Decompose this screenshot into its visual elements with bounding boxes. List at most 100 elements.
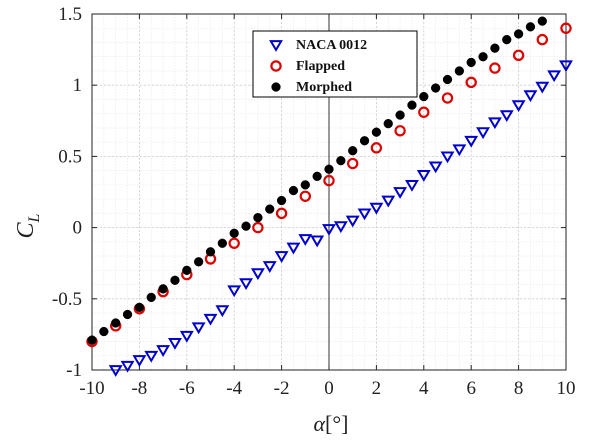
series-morphed	[87, 16, 547, 345]
y-tick-label: 0.5	[58, 146, 82, 167]
data-point-morphed	[122, 309, 133, 320]
y-axis-label-subscript: L	[26, 213, 43, 223]
data-point-morphed	[288, 185, 299, 196]
axis-ticks	[91, 13, 567, 371]
data-point-naca-0012	[108, 365, 123, 377]
data-point-flapped	[512, 49, 525, 61]
data-point-morphed	[513, 29, 524, 39]
data-point-morphed	[407, 100, 417, 110]
y-tick-labels: -1 -0.5 0 0.5 1 1.5	[52, 4, 82, 381]
data-point-morphed	[241, 221, 251, 231]
data-point-morphed	[359, 136, 370, 146]
data-point-flapped	[252, 221, 264, 234]
data-point-morphed	[419, 91, 429, 102]
x-tick-label: -2	[274, 378, 290, 399]
data-point-naca-0012	[132, 355, 147, 367]
data-point-naca-0012	[547, 70, 562, 83]
data-point-morphed	[502, 34, 512, 45]
data-point-naca-0012	[345, 215, 360, 228]
data-point-naca-0012	[215, 305, 230, 318]
x-tick-label: -8	[131, 378, 147, 399]
data-point-morphed	[111, 318, 121, 328]
data-point-morphed	[525, 22, 536, 32]
series-naca-0012	[108, 60, 573, 377]
y-axis-label-main: C	[13, 221, 39, 238]
data-point-morphed	[158, 284, 168, 294]
data-point-morphed	[205, 247, 216, 257]
data-point-flapped	[347, 157, 359, 170]
legend-marker-naca-0012	[269, 40, 283, 52]
data-point-naca-0012	[144, 350, 159, 363]
data-point-naca-0012	[357, 208, 372, 221]
data-point-morphed	[300, 180, 310, 190]
data-point-morphed	[478, 52, 488, 62]
data-point-naca-0012	[535, 81, 550, 94]
legend-markers	[269, 40, 283, 92]
x-tick-label: -4	[226, 378, 242, 399]
data-point-naca-0012	[405, 179, 419, 192]
data-point-naca-0012	[310, 235, 325, 248]
data-point-flapped	[560, 22, 572, 34]
data-point-naca-0012	[120, 360, 135, 373]
data-point-morphed	[194, 257, 204, 267]
data-point-morphed	[182, 265, 192, 275]
y-tick-label: -1	[66, 360, 82, 381]
data-point-morphed	[466, 57, 476, 68]
x-tick-label: 10	[557, 378, 576, 399]
data-point-naca-0012	[499, 110, 514, 123]
data-point-flapped	[418, 106, 430, 118]
data-point-morphed	[454, 66, 465, 76]
data-point-naca-0012	[381, 195, 396, 208]
data-point-naca-0012	[440, 151, 455, 164]
data-point-morphed	[371, 127, 382, 137]
data-point-naca-0012	[239, 278, 253, 291]
legend-marker-flapped	[270, 60, 282, 72]
legend-label-morphed: Morphed	[296, 80, 352, 95]
x-axis-label-symbol: α	[313, 411, 325, 436]
data-point-naca-0012	[559, 60, 573, 73]
data-point-naca-0012	[227, 285, 242, 298]
data-point-naca-0012	[203, 313, 218, 326]
y-tick-label: 1	[73, 75, 83, 96]
data-point-naca-0012	[511, 100, 526, 113]
x-tick-label: 2	[372, 378, 382, 399]
data-point-morphed	[276, 195, 287, 206]
data-point-morphed	[490, 43, 500, 53]
data-point-naca-0012	[416, 170, 431, 182]
data-point-morphed	[395, 110, 405, 120]
data-point-naca-0012	[523, 90, 538, 103]
x-axis-label-unit: [°]	[325, 411, 348, 436]
x-tick-label: -6	[179, 378, 195, 399]
data-point-naca-0012	[156, 345, 171, 357]
data-point-flapped	[465, 76, 477, 89]
y-tick-label: 1.5	[58, 4, 82, 25]
data-point-naca-0012	[369, 202, 384, 215]
legend: NACA 0012 Flapped Morphed	[252, 30, 418, 98]
data-point-naca-0012	[168, 338, 182, 350]
data-point-naca-0012	[322, 224, 336, 236]
data-point-morphed	[312, 171, 322, 181]
data-point-naca-0012	[487, 117, 502, 130]
data-point-naca-0012	[333, 221, 348, 234]
data-point-naca-0012	[250, 268, 265, 281]
legend-label-flapped: Flapped	[296, 59, 345, 74]
data-point-morphed	[146, 292, 156, 303]
data-point-flapped	[441, 92, 454, 104]
y-axis-label: CL	[13, 213, 43, 238]
x-tick-label: 4	[419, 378, 429, 399]
x-tick-label: 8	[514, 378, 524, 399]
data-point-naca-0012	[298, 234, 313, 246]
series-layer	[86, 16, 573, 377]
data-point-morphed	[229, 228, 239, 238]
data-point-flapped	[370, 142, 383, 154]
data-point-morphed	[99, 326, 109, 337]
data-point-morphed	[217, 238, 228, 248]
data-point-naca-0012	[452, 144, 467, 157]
x-tick-label: -10	[79, 378, 104, 399]
data-point-naca-0012	[262, 261, 277, 273]
data-point-morphed	[537, 16, 547, 26]
x-axis-label: α[°]	[313, 411, 348, 436]
data-point-morphed	[431, 83, 441, 93]
